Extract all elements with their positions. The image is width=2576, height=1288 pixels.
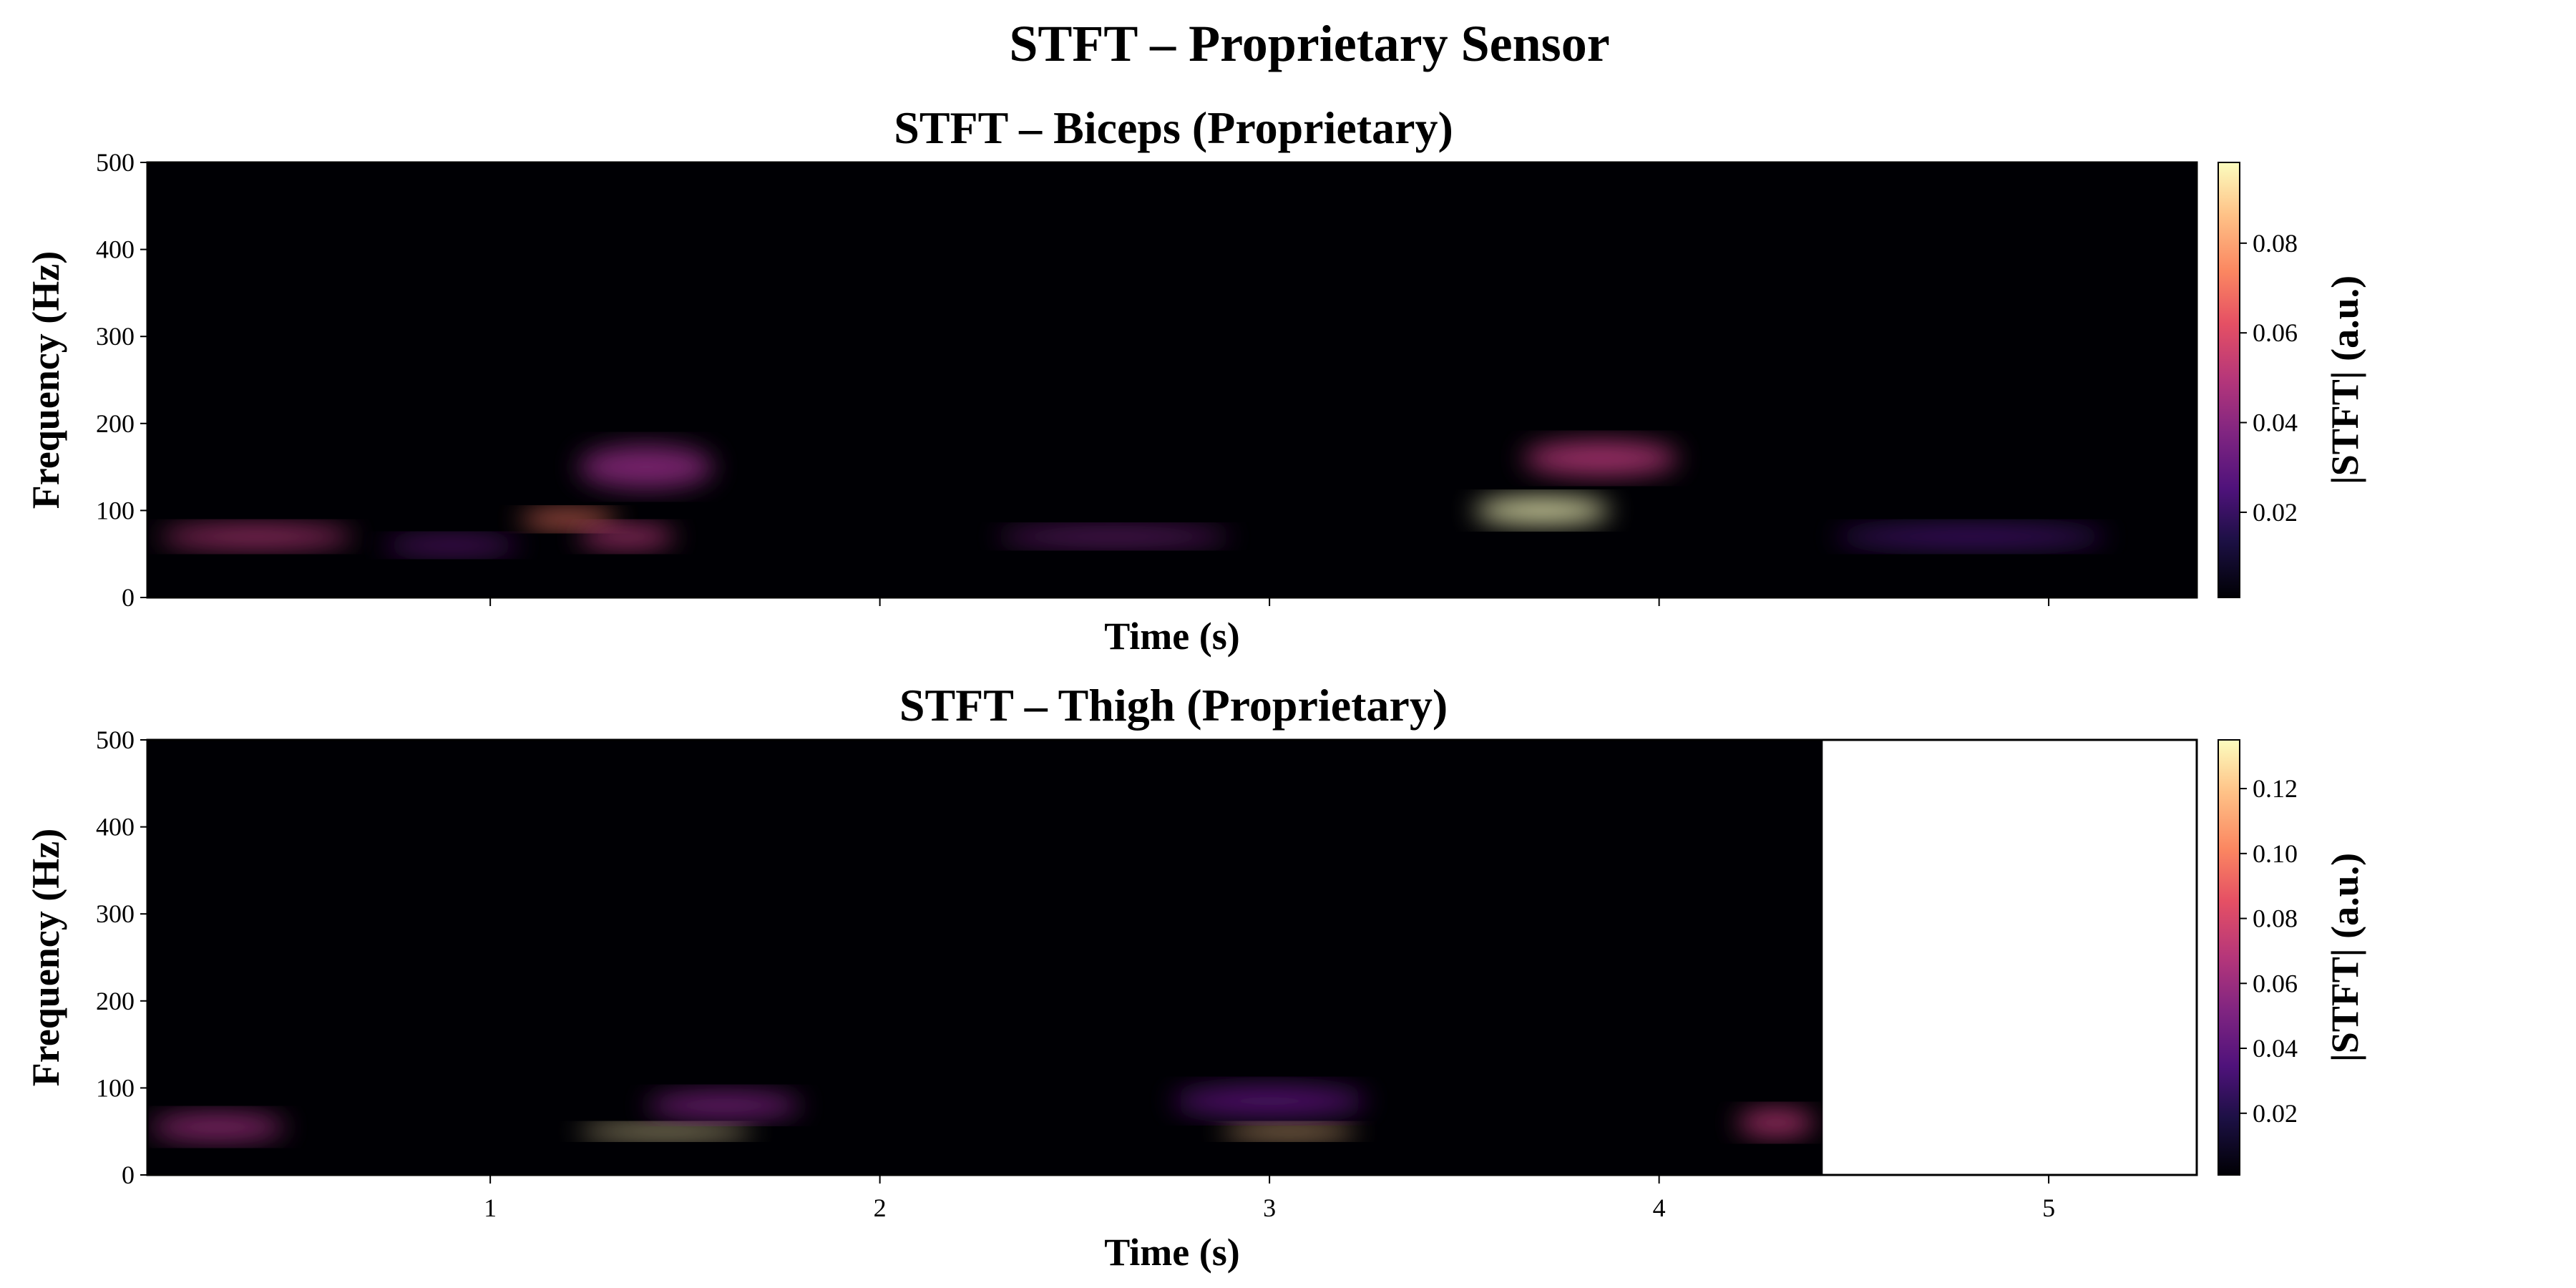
y-tick-label: 400 — [96, 813, 135, 841]
y-axis-label-thigh: Frequency (Hz) — [24, 829, 67, 1086]
figure-title: STFT – Proprietary Sensor — [1009, 15, 1609, 72]
y-tick-label: 300 — [96, 899, 135, 928]
colorbar-label-biceps: |STFT| (a.u.) — [2323, 275, 2366, 484]
colorbar-tick-label: 0.10 — [2253, 839, 2298, 868]
heatmap-background — [147, 162, 2197, 597]
colorbar-tick-label: 0.04 — [2253, 409, 2298, 437]
energy-region — [996, 527, 1231, 546]
heatmap-background — [147, 740, 1823, 1175]
x-tick-label: 3 — [1263, 1194, 1276, 1222]
x-tick-label: 5 — [2042, 1194, 2055, 1222]
colorbar-thigh: 0.02 0.04 0.06 0.08 0.10 0.12 |STFT| (a.u.) — [2218, 739, 2366, 1176]
y-tick-label: 0 — [122, 1161, 135, 1189]
y-tick-label: 100 — [96, 496, 135, 525]
y-tick-label: 0 — [122, 583, 135, 612]
y-tick-label: 500 — [96, 726, 135, 754]
energy-regions-thigh — [149, 1085, 1815, 1141]
x-tick-label: 1 — [484, 1194, 497, 1222]
y-tick-label: 200 — [96, 409, 135, 438]
energy-region — [577, 525, 675, 548]
x-ticks-thigh: 1 2 3 4 5 — [484, 1175, 2055, 1222]
colorbar-tick-label: 0.04 — [2253, 1034, 2298, 1063]
y-tick-label: 500 — [96, 148, 135, 177]
energy-region — [1523, 441, 1679, 476]
energy-region — [149, 1113, 286, 1141]
panel-title-biceps: STFT – Biceps (Proprietary) — [894, 102, 1453, 153]
energy-region — [645, 1092, 802, 1118]
energy-regions-biceps — [159, 441, 2107, 555]
colorbar-gradient — [2218, 162, 2240, 598]
x-axis-label-thigh: Time (s) — [1104, 1231, 1239, 1274]
y-ticks-thigh: 0 100 200 300 400 500 — [96, 726, 147, 1189]
colorbar-tick-label: 0.02 — [2253, 498, 2298, 527]
energy-region — [1221, 1125, 1357, 1138]
energy-region — [1172, 1085, 1367, 1116]
axes-frame — [146, 738, 2198, 1176]
panel-title-thigh: STFT – Thigh (Proprietary) — [899, 680, 1448, 731]
y-ticks-biceps: 0 100 200 300 400 500 — [96, 148, 147, 612]
energy-region — [577, 1125, 753, 1138]
x-tick-label: 4 — [1653, 1194, 1666, 1222]
y-tick-label: 100 — [96, 1073, 135, 1102]
axes-frame — [146, 161, 2198, 599]
colorbar-ticks-biceps: 0.02 0.04 0.06 0.08 — [2240, 229, 2298, 527]
colorbar-biceps: 0.02 0.04 0.06 0.08 |STFT| (a.u.) — [2218, 162, 2366, 598]
x-tick-label: 2 — [874, 1194, 887, 1222]
energy-region — [1737, 1109, 1815, 1136]
panel-biceps: STFT – Biceps (Proprietary) 0 100 200 300 40… — [24, 102, 2366, 658]
colorbar-tick-label: 0.12 — [2253, 774, 2298, 803]
colorbar-label-thigh: |STFT| (a.u.) — [2323, 853, 2366, 1062]
energy-region — [1834, 525, 2107, 548]
panel-thigh: STFT – Thigh (Proprietary) 0 100 200 300 400… — [24, 680, 2366, 1274]
energy-region — [1473, 497, 1611, 524]
energy-region — [519, 510, 618, 528]
colorbar-tick-label: 0.02 — [2253, 1099, 2298, 1128]
energy-region — [577, 445, 715, 489]
colorbar-gradient — [2218, 739, 2240, 1176]
colorbar-tick-label: 0.08 — [2253, 229, 2298, 258]
heatmap-thigh — [146, 738, 2198, 1176]
energy-region — [383, 536, 519, 555]
heatmap-biceps — [146, 161, 2198, 599]
x-axis-label-biceps: Time (s) — [1104, 615, 1239, 658]
colorbar-tick-label: 0.08 — [2253, 904, 2298, 933]
y-tick-label: 300 — [96, 322, 135, 351]
y-tick-label: 200 — [96, 987, 135, 1015]
colorbar-tick-label: 0.06 — [2253, 318, 2298, 347]
energy-region — [159, 525, 354, 548]
y-axis-label-biceps: Frequency (Hz) — [24, 251, 67, 509]
x-ticks-biceps — [489, 597, 2050, 606]
y-tick-label: 400 — [96, 235, 135, 264]
colorbar-tick-label: 0.06 — [2253, 969, 2298, 997]
colorbar-ticks-thigh: 0.02 0.04 0.06 0.08 0.10 0.12 — [2240, 774, 2298, 1128]
